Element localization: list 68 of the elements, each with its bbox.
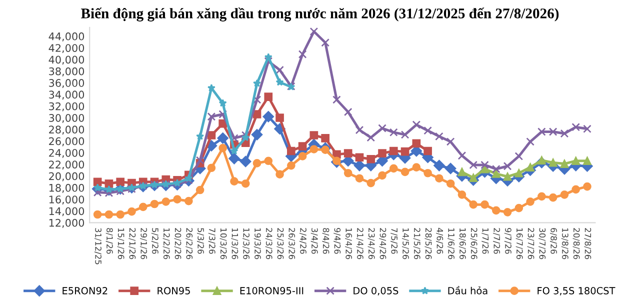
y-tick-label: 34,000 [49,90,84,100]
x-tick-label: 29/1/26 [140,228,148,260]
legend-label: E5RON92 [62,287,108,294]
x-tick-label: 23/7/26 [527,228,534,260]
y-tick-label: 26,000 [49,137,84,146]
y-tick-label: 16,000 [49,196,84,205]
x-tick-label: 2/4/26 [299,228,306,254]
x-tick-label: 11/3/26 [231,228,238,260]
legend-label: E10RON95-III [240,287,304,294]
x-tick-label: 19/3/26 [254,228,261,260]
x-tick-label: 27/8/26 [584,228,592,260]
x-tick-label: 13/8/26 [561,228,568,260]
x-tick-label: 21/5/26 [413,228,420,260]
x-tick-label: 6/8/26 [550,228,557,254]
x-tick-label: 25/6/26 [470,228,478,260]
y-tick-label: 20,000 [49,172,84,182]
x-tick-label: 12/2/26 [162,228,170,260]
x-tick-label: 9/7/26 [504,228,512,254]
y-tick-label: 42,000 [48,44,84,54]
y-tick-label: 44,000 [48,32,84,42]
x-tick-label: 7/5/26 [390,228,398,254]
x-tick-label: 12/3/26 [242,228,250,260]
x-tick-label: 5/3/26 [196,228,204,254]
x-tick-label: 9/4/26 [334,228,341,254]
y-tick-label: 12,000 [49,218,84,228]
legend-label: RON95 [158,287,190,294]
x-tick-label: 21/4/26 [356,228,364,260]
x-tick-label: 20/8/26 [572,228,580,260]
y-tick-label: 28,000 [49,126,84,135]
y-tick-label: 30,000 [49,114,84,123]
x-tick-label: 15/1/26 [117,228,124,260]
x-tick-label: 30/7/26 [538,228,546,260]
x-tick-label: 22/1/26 [128,228,136,260]
chart-title: Biến động giá bán xăng dầu trong nước năm 2026 (31/12/2025 đến 27/8/2026) [81,8,559,22]
x-tick-label: 26/2/26 [186,228,193,260]
y-tick-label: 24,000 [49,148,84,158]
x-tick-label: 23/4/26 [368,228,375,260]
x-tick-label: 25/3/26 [276,228,284,260]
x-tick-label: 29/4/26 [379,228,386,260]
x-tick-label: 31/12/25 [94,228,102,264]
x-tick-label: 26/3/26 [288,228,296,260]
x-tick-label: 28/5/26 [424,228,432,260]
y-tick-label: 36,000 [49,79,84,88]
y-tick-label: 40,000 [48,56,84,65]
y-tick-label: 38,000 [49,67,84,76]
x-tick-label: 11/6/26 [448,228,454,260]
x-tick-label: 16/7/26 [516,228,523,260]
y-tick-label: 22,000 [49,160,84,170]
x-tick-label: 14/5/26 [402,228,409,260]
y-tick-label: 14,000 [49,207,84,216]
x-tick-label: 16/4/26 [345,228,352,260]
y-tick-label: 18,000 [49,184,84,193]
x-tick-label: 8/4/26 [322,228,330,254]
legend-label: FO 3,5S 180CST [538,287,616,296]
x-tick-label: 5/2/26 [151,228,158,254]
x-tick-label: 20/2/26 [174,228,182,260]
x-tick-label: 3/4/26 [310,228,318,254]
x-tick-label: 1/7/26 [482,228,489,254]
x-tick-label: 18/6/26 [458,228,466,260]
x-tick-label: 2/7/26 [493,228,500,254]
legend-label: Dầu hỏa [448,286,488,294]
x-tick-label: 24/3/26 [265,228,272,260]
x-tick-label: 10/3/26 [220,228,227,260]
x-tick-label: 4/6/26 [436,228,444,254]
legend-label: DO 0,05S [354,287,398,296]
x-tick-label: 8/1/26 [106,228,113,254]
y-tick-label: 32,000 [49,102,84,112]
x-tick-label: 7/3/26 [208,228,216,254]
